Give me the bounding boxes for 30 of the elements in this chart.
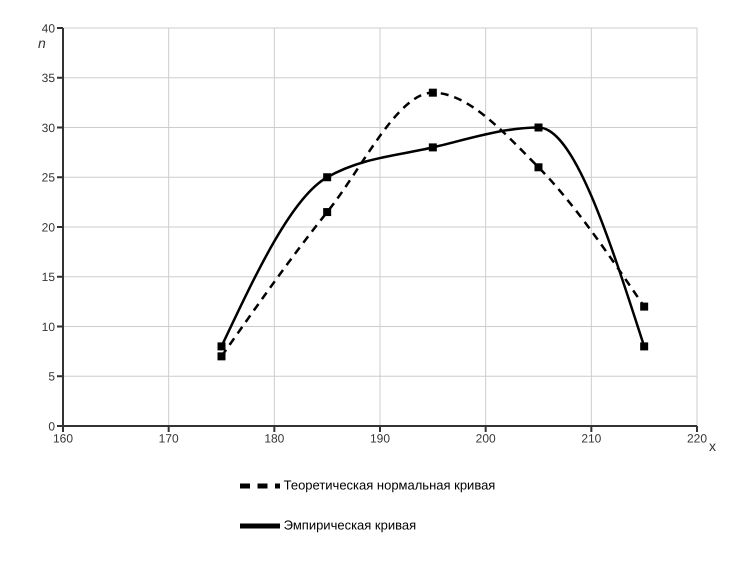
point: [218, 352, 226, 360]
point: [428, 143, 437, 152]
legend-label: Теоретическая нормальная кривая: [284, 477, 496, 492]
x-tick-label: 170: [158, 432, 179, 446]
y-tick-label: 40: [42, 21, 56, 36]
point: [640, 302, 648, 311]
x-tick-label: 180: [264, 432, 285, 446]
y-axis-title: n: [38, 34, 46, 51]
x-tick-label: 190: [370, 432, 390, 446]
y-tick-label: 35: [42, 71, 56, 86]
point: [640, 342, 648, 350]
point: [323, 173, 332, 182]
legend-label: Эмпирическая кривая: [284, 517, 416, 532]
point: [218, 342, 226, 350]
x-tick-label: 160: [52, 432, 74, 446]
point: [323, 208, 332, 216]
y-tick-label: 30: [42, 120, 56, 135]
x-tick-label: 210: [581, 432, 602, 446]
x-axis-title: x: [709, 438, 716, 454]
y-tick-label: 15: [42, 270, 56, 284]
y-tick-label: 0: [48, 419, 56, 434]
y-tick-label: 25: [42, 170, 56, 185]
x-tick-label: 220: [686, 432, 708, 446]
point: [534, 124, 542, 132]
y-tick-label: 5: [48, 370, 56, 384]
point: [428, 88, 437, 97]
y-tick-label: 20: [42, 220, 56, 234]
y-tick-label: 10: [42, 320, 56, 334]
point: [534, 163, 542, 172]
x-tick-label: 200: [476, 432, 496, 446]
